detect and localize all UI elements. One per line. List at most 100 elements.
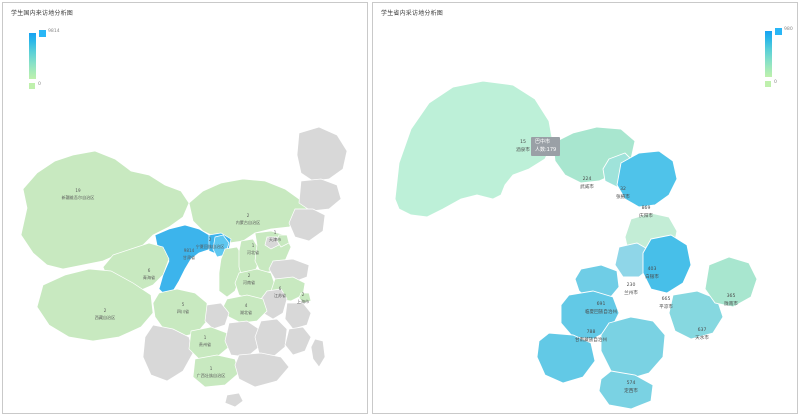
region-value-shanghai: 2: [302, 292, 305, 297]
legend-min-label-left: 0: [38, 82, 41, 87]
province-guizhou[interactable]: [188, 326, 230, 360]
region-name-guangxi: 广西壮族自治区: [197, 372, 226, 378]
legend-min-swatch-left: [29, 83, 35, 89]
region-value-inner-mongolia: 2: [247, 213, 250, 218]
province-fujian[interactable]: [284, 326, 312, 356]
region-name-qingyang: 庆阳市: [639, 212, 653, 219]
province-heilongjiang[interactable]: [296, 126, 348, 182]
legend-gradient-bar-right: [765, 31, 772, 77]
region-name-xinjiang: 新疆维吾尔自治区: [62, 194, 95, 200]
municipality-chongqing[interactable]: [204, 302, 230, 330]
region-name-hebei: 河北省: [247, 249, 259, 255]
page-title-left: 学生国内来访地分析图: [11, 10, 74, 17]
region-name-wuwei: 武威市: [580, 183, 594, 190]
city-jiuquan[interactable]: [394, 80, 554, 218]
region-name-linxia: 临夏回族自治州: [585, 308, 618, 315]
region-value-guangxi: 1: [210, 366, 213, 371]
region-value-wuwei: 224: [583, 176, 592, 182]
province-gansu[interactable]: [154, 224, 218, 296]
region-name-pingliang: 平凉市: [659, 303, 673, 310]
region-value-hebei: 1: [252, 243, 255, 248]
municipality-tianjin[interactable]: [276, 234, 290, 248]
region-name-tianjin: 天津市: [269, 236, 281, 242]
region-value-xinjiang: 19: [75, 188, 81, 193]
region-name-longnan: 陇南市: [724, 300, 738, 307]
gansu-map-svg[interactable]: 15 酒泉市 224 武威市 32 张掖市 869 庆阳市 403 白银市 23…: [373, 3, 798, 414]
legend-max-swatch-left: [39, 30, 46, 37]
province-xinjiang[interactable]: [20, 150, 190, 270]
city-gannan-south[interactable]: [536, 332, 596, 384]
legend-min-swatch-right: [765, 81, 771, 87]
tooltip-region-name: 巴中市: [535, 139, 551, 145]
city-dingxi[interactable]: [600, 316, 666, 380]
region-value-tibet: 2: [104, 308, 107, 313]
region-value-baiyin: 403: [648, 266, 657, 272]
region-name-tibet: 西藏自治区: [95, 314, 115, 320]
region-value-gansu: 9814: [184, 248, 195, 253]
region-name-baiyin: 白银市: [645, 273, 659, 280]
legend-max-label-left: 9814: [48, 29, 60, 34]
region-name-jiuquan: 酒泉市: [516, 146, 530, 153]
region-name-lanzhou: 兰州市: [624, 289, 638, 296]
province-hunan[interactable]: [224, 320, 260, 358]
municipality-shanghai[interactable]: [298, 292, 312, 304]
province-guangxi[interactable]: [192, 354, 240, 388]
region-name-henan: 河南省: [243, 279, 255, 285]
china-map-left[interactable]: 19 新疆维吾尔自治区 2 西藏自治区 6 青海省 9814 甘肃省 2 宁夏回…: [3, 3, 367, 413]
province-jiangxi[interactable]: [254, 318, 288, 358]
region-value-linxia: 691: [597, 301, 606, 307]
city-qingyang[interactable]: [616, 150, 678, 208]
region-name-guizhou: 贵州省: [199, 341, 211, 347]
province-taiwan[interactable]: [310, 338, 326, 368]
province-jilin[interactable]: [298, 178, 342, 212]
region-name-gannan: 甘南藏族自治州: [575, 336, 608, 343]
region-value-guizhou: 1: [204, 335, 207, 340]
region-name-ningxia: 宁夏回族自治区: [196, 243, 225, 249]
region-label-group-left: 19 新疆维吾尔自治区 2 西藏自治区 6 青海省 9814 甘肃省 2 宁夏回…: [62, 188, 310, 378]
province-liaoning[interactable]: [288, 208, 326, 242]
region-name-hubei: 湖北省: [240, 309, 252, 315]
region-value-tianshui: 637: [698, 327, 707, 333]
panel-national-visits: 学生国内来访地分析图 9814 0: [2, 2, 368, 414]
province-guangdong[interactable]: [234, 352, 290, 388]
province-tibet[interactable]: [36, 268, 154, 342]
province-zhejiang[interactable]: [284, 302, 312, 330]
tooltip-metric: 人数:179: [535, 146, 557, 153]
region-name-inner-mongolia: 内蒙古自治区: [236, 219, 261, 225]
municipality-beijing[interactable]: [264, 236, 280, 250]
region-value-jiuquan: 15: [520, 139, 526, 145]
region-name-tianshui: 天水市: [695, 334, 709, 341]
region-value-pingliang: 665: [662, 296, 671, 302]
region-value-zhangye: 32: [620, 186, 626, 192]
city-dingxi-south[interactable]: [598, 370, 654, 410]
legend-min-label-right: 0: [774, 80, 777, 85]
region-value-lanzhou: 230: [627, 282, 636, 288]
province-yunnan[interactable]: [142, 324, 194, 382]
china-map-svg[interactable]: 19 新疆维吾尔自治区 2 西藏自治区 6 青海省 9814 甘肃省 2 宁夏回…: [3, 3, 368, 414]
region-name-zhangye: 张掖市: [616, 193, 630, 200]
region-label-group-right: 15 酒泉市 224 武威市 32 张掖市 869 庆阳市 403 白银市 23…: [516, 139, 738, 394]
region-name-shanghai: 上海市: [297, 298, 309, 304]
region-value-ningxia: 2: [209, 237, 212, 242]
city-pingliang[interactable]: [642, 234, 692, 294]
region-value-gannan: 788: [587, 329, 596, 335]
map-tooltip: 巴中市 人数:179: [531, 137, 561, 156]
gansu-map-right[interactable]: 15 酒泉市 224 武威市 32 张掖市 869 庆阳市 403 白银市 23…: [373, 3, 797, 413]
region-name-sichuan: 四川省: [177, 308, 189, 314]
region-value-dingxi: 574: [627, 380, 636, 386]
panel-province-visits: 学生省内采访地分析图 980 0: [372, 2, 798, 414]
province-hainan[interactable]: [224, 392, 244, 408]
region-name-dingxi: 定西市: [624, 387, 638, 394]
page-title-right: 学生省内采访地分析图: [381, 10, 444, 17]
region-value-sichuan: 5: [182, 302, 185, 307]
legend-max-swatch-right: [775, 28, 782, 35]
region-name-jiangsu: 江苏省: [274, 292, 286, 298]
legend-max-label-right: 980: [784, 27, 793, 32]
legend-gradient-bar-left: [29, 33, 36, 79]
city-longnan[interactable]: [704, 256, 758, 308]
region-value-qinghai: 6: [148, 268, 151, 273]
province-hubei[interactable]: [222, 294, 268, 324]
region-value-tianjin: 1: [274, 230, 277, 235]
city-tianshui[interactable]: [668, 290, 724, 340]
